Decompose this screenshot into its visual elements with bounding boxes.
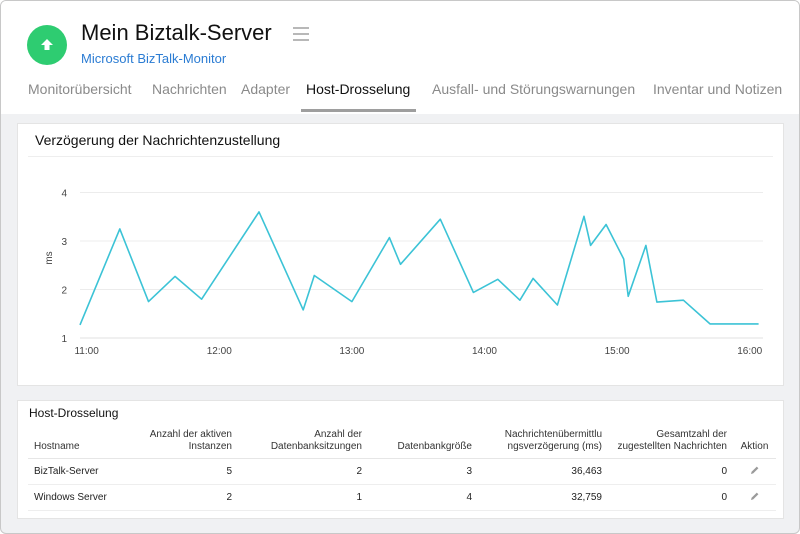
host-throttling-table-card: Host-Drosselung Hostname Anzahl der akti… bbox=[17, 400, 784, 519]
cell-active-instances: 2 bbox=[128, 484, 238, 511]
tab-inventory-notes[interactable]: Inventar und Notizen bbox=[653, 81, 783, 97]
col-db-sessions[interactable]: Anzahl der Datenbanksitzungen bbox=[238, 426, 368, 459]
y-tick-label: 3 bbox=[61, 237, 67, 248]
table-card-title: Host-Drosselung bbox=[29, 406, 119, 420]
pencil-edit-icon[interactable] bbox=[750, 465, 760, 475]
col-action: Aktion bbox=[733, 426, 776, 459]
cell-action bbox=[733, 484, 776, 511]
tab-messages[interactable]: Nachrichten bbox=[152, 81, 227, 97]
page-title: Mein Biztalk-Server bbox=[81, 20, 272, 45]
monitor-type-link[interactable]: Microsoft BizTalk-Monitor bbox=[81, 51, 227, 66]
active-tab-indicator bbox=[301, 109, 416, 112]
col-db-size[interactable]: Datenbankgröße bbox=[368, 426, 478, 459]
pencil-edit-icon[interactable] bbox=[750, 491, 760, 501]
cell-delivered-messages: 0 bbox=[608, 458, 733, 485]
x-tick-label: 11:00 bbox=[74, 346, 99, 357]
host-throttling-table: Hostname Anzahl der aktiven Instanzen Anz… bbox=[28, 426, 776, 511]
x-tick-label: 13:00 bbox=[339, 346, 364, 357]
cell-hostname: BizTalk-Server bbox=[28, 458, 128, 485]
tab-monitor-overview[interactable]: Monitorübersicht bbox=[28, 81, 132, 97]
cell-db-size: 3 bbox=[368, 458, 478, 485]
tab-adapter[interactable]: Adapter bbox=[241, 81, 291, 97]
col-delivered-messages[interactable]: Gesamtzahl der zugestellten Nachrichten bbox=[608, 426, 733, 459]
y-tick-label: 2 bbox=[61, 286, 67, 297]
cell-delivered-messages: 0 bbox=[608, 484, 733, 511]
col-active-instances[interactable]: Anzahl der aktiven Instanzen bbox=[128, 426, 238, 459]
cell-action bbox=[733, 458, 776, 485]
col-delivery-delay[interactable]: Nachrichtenübermittlu ngsverzögerung (ms) bbox=[478, 426, 608, 459]
tab-outage-alerts[interactable]: Ausfall- und Störungswarnungen bbox=[432, 81, 636, 97]
hamburger-menu-icon[interactable] bbox=[293, 27, 309, 41]
x-tick-label: 14:00 bbox=[472, 346, 497, 357]
cell-delivery-delay: 32,759 bbox=[478, 484, 608, 511]
x-tick-label: 16:00 bbox=[737, 346, 762, 357]
tab-bar: Monitorübersicht Nachrichten Adapter Hos… bbox=[1, 81, 799, 113]
monitor-header: Mein Biztalk-Server Microsoft BizTalk-Mo… bbox=[1, 1, 799, 114]
x-tick-label: 15:00 bbox=[605, 346, 630, 357]
cell-db-size: 4 bbox=[368, 484, 478, 511]
y-axis-label: ms bbox=[44, 251, 55, 264]
status-indicator bbox=[27, 25, 67, 65]
table-header-row: Hostname Anzahl der aktiven Instanzen Anz… bbox=[28, 426, 776, 459]
cell-active-instances: 5 bbox=[128, 458, 238, 485]
delivery-delay-chart: 1 2 3 4 ms 11:00 12:00 13:00 14:00 15:00 16:00 bbox=[44, 189, 763, 357]
series-line bbox=[79, 211, 759, 326]
table-row: Windows Server 2 1 4 32,759 0 bbox=[28, 484, 776, 511]
y-tick-label: 1 bbox=[61, 334, 67, 345]
cell-hostname: Windows Server bbox=[28, 484, 128, 511]
y-tick-label: 4 bbox=[61, 189, 67, 200]
cell-db-sessions: 1 bbox=[238, 484, 368, 511]
arrow-up-icon bbox=[41, 39, 53, 50]
table-row: BizTalk-Server 5 2 3 36,463 0 bbox=[28, 458, 776, 485]
col-hostname[interactable]: Hostname bbox=[28, 426, 128, 459]
cell-delivery-delay: 36,463 bbox=[478, 458, 608, 485]
chart-card-title: Verzögerung der Nachrichtenzustellung bbox=[35, 132, 281, 148]
x-tick-label: 12:00 bbox=[207, 346, 232, 357]
cell-db-sessions: 2 bbox=[238, 458, 368, 485]
tab-host-throttling[interactable]: Host-Drosselung bbox=[306, 81, 411, 97]
card-divider bbox=[28, 156, 773, 157]
